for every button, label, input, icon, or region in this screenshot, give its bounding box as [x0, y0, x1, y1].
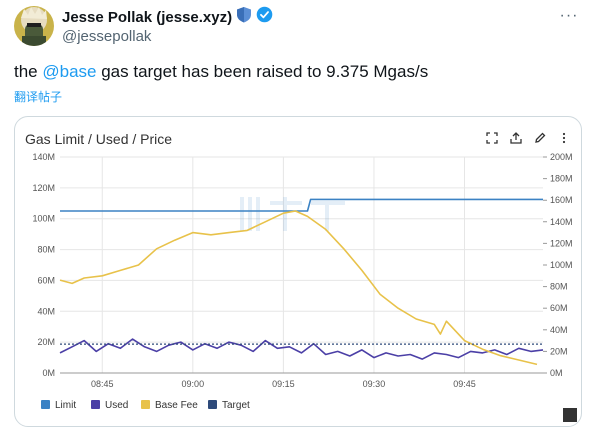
- mention-link[interactable]: @base: [42, 62, 97, 81]
- legend-label: Target: [222, 400, 250, 411]
- tweet-text: the @base gas target has been raised to …: [14, 62, 428, 82]
- resize-handle: [563, 408, 577, 422]
- y-left-tick-label: 120M: [32, 183, 55, 193]
- y-left-tick-label: 40M: [37, 306, 55, 316]
- y-right-tick-label: 60M: [550, 303, 568, 313]
- y-right-tick-label: 160M: [550, 195, 573, 205]
- legend-label: Base Fee: [155, 400, 198, 411]
- y-right-tick-label: 120M: [550, 238, 573, 248]
- x-tick-label: 08:45: [91, 379, 114, 389]
- series-base-fee: [59, 210, 538, 366]
- legend-label: Limit: [55, 400, 76, 411]
- y-left-tick-label: 80M: [37, 245, 55, 255]
- x-tick-label: 09:30: [363, 379, 386, 389]
- legend-swatch: [41, 400, 50, 409]
- legend-swatch: [91, 400, 100, 409]
- series-limit: [60, 198, 543, 212]
- y-right-tick-label: 20M: [550, 346, 568, 356]
- y-right-tick-label: 40M: [550, 325, 568, 335]
- chart-toolbar: [485, 131, 571, 145]
- share-icon[interactable]: [509, 131, 523, 145]
- y-right-tick-label: 180M: [550, 174, 573, 184]
- author-handle[interactable]: @jessepollak: [62, 28, 152, 45]
- tweet-prefix: the: [14, 62, 43, 81]
- avatar[interactable]: [14, 6, 54, 46]
- x-tick-label: 09:45: [453, 379, 476, 389]
- verified-badge-icon: [256, 6, 273, 28]
- y-left-tick-label: 20M: [37, 337, 55, 347]
- more-options-icon[interactable]: ···: [559, 7, 579, 24]
- tweet-suffix: gas target has been raised to 9.375 Mgas…: [96, 62, 429, 81]
- translate-post-link[interactable]: 翻译帖子: [14, 90, 63, 104]
- y-left-tick-label: 100M: [32, 214, 55, 224]
- menu-icon[interactable]: [557, 131, 571, 145]
- series-lines: [59, 198, 544, 366]
- y-right-tick-label: 0M: [550, 368, 563, 378]
- edit-icon[interactable]: [533, 131, 547, 145]
- expand-icon[interactable]: [485, 131, 499, 145]
- shield-badge-icon: [236, 6, 252, 28]
- x-tick-label: 09:15: [272, 379, 295, 389]
- tick-labels: 0M 20M 40M 60M 80M 100M 120M 140M 0M 20M 40M 60M 80M…: [32, 152, 572, 389]
- chart-legend: Limit Used Base Fee Target: [41, 400, 250, 411]
- legend-swatch: [208, 400, 217, 409]
- author-name-row: Jesse Pollak (jesse.xyz): [62, 6, 273, 28]
- watermark-logo: [240, 197, 345, 231]
- y-right-tick-label: 140M: [550, 217, 573, 227]
- author-name[interactable]: Jesse Pollak (jesse.xyz): [62, 8, 233, 26]
- legend-label: Used: [105, 400, 128, 411]
- y-left-tick-label: 0M: [42, 368, 55, 378]
- y-left-tick-label: 140M: [32, 152, 55, 162]
- chart-title: Gas Limit / Used / Price: [25, 131, 173, 147]
- chart-card[interactable]: Gas Limit / Used / Price 0M 20M 40M 60M 80M 1…: [14, 116, 582, 427]
- gas-chart: 0M 20M 40M 60M 80M 100M 120M 140M 0M 20M 40M 60M 80M…: [32, 152, 572, 411]
- x-tick-label: 09:00: [182, 379, 205, 389]
- y-left-tick-label: 60M: [37, 275, 55, 285]
- y-right-tick-label: 100M: [550, 260, 573, 270]
- grid: [60, 156, 547, 374]
- y-right-tick-label: 200M: [550, 152, 573, 162]
- legend-swatch: [141, 400, 150, 409]
- y-right-tick-label: 80M: [550, 282, 568, 292]
